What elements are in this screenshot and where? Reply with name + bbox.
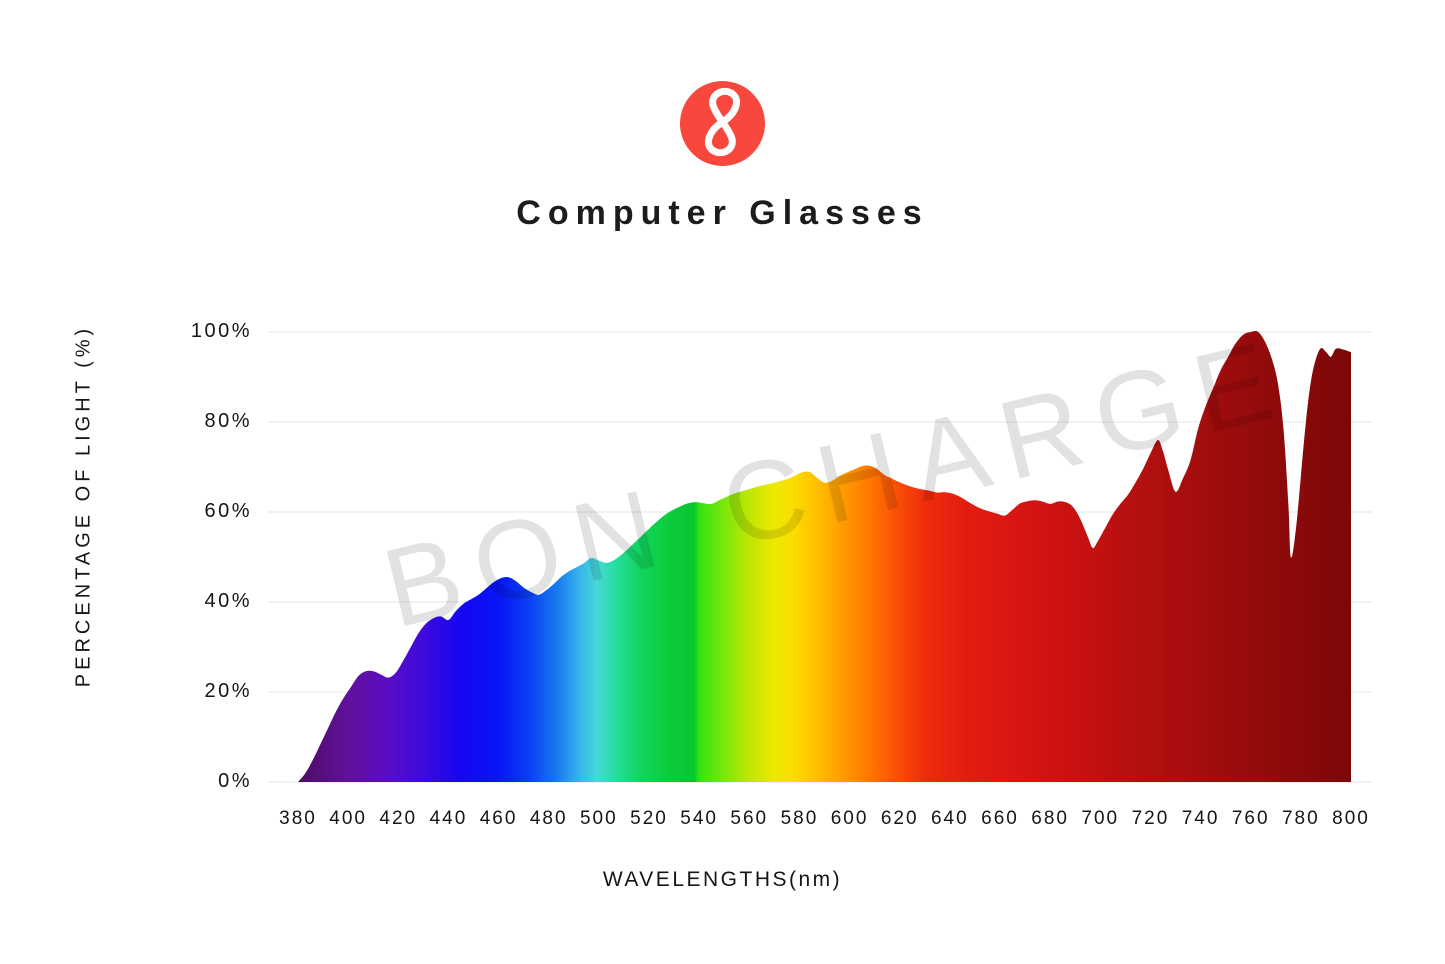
x-tick-label: 540 — [680, 808, 718, 829]
y-tick-label: 80% — [204, 410, 252, 432]
x-tick-label: 780 — [1281, 808, 1320, 829]
boncharge-figure8-icon — [705, 87, 740, 157]
x-tick-label: 620 — [880, 808, 919, 829]
x-tick-label: 580 — [780, 808, 819, 829]
spectrum-area-fill — [298, 331, 1351, 782]
x-tick-label: 500 — [579, 808, 618, 829]
x-tick-label: 760 — [1231, 808, 1270, 829]
y-tick-label: 0% — [218, 770, 252, 792]
brand-logo — [680, 81, 765, 166]
x-tick-label: 440 — [429, 808, 468, 829]
y-tick-label: 60% — [204, 500, 252, 522]
x-tick-label: 700 — [1081, 808, 1120, 829]
x-tick-label: 380 — [279, 808, 317, 829]
x-tick-label: 420 — [379, 808, 418, 829]
y-axis-title: PERCENTAGE OF LIGHT (%) — [72, 324, 95, 688]
y-tick-label: 40% — [204, 590, 252, 612]
x-tick-label: 740 — [1181, 808, 1220, 829]
x-tick-label: 560 — [730, 808, 769, 829]
x-tick-label: 800 — [1332, 808, 1370, 829]
x-tick-label: 720 — [1131, 808, 1170, 829]
x-tick-label: 640 — [930, 808, 969, 829]
page-title: Computer Glasses — [516, 194, 929, 232]
x-tick-label: 480 — [529, 808, 568, 829]
y-tick-label: 20% — [204, 680, 252, 702]
x-tick-label: 460 — [479, 808, 518, 829]
x-tick-label: 400 — [329, 808, 367, 829]
x-tick-label: 600 — [830, 808, 869, 829]
x-tick-label: 660 — [981, 808, 1019, 829]
y-tick-label: 100% — [190, 320, 252, 342]
x-tick-label: 680 — [1031, 808, 1069, 829]
x-axis-title: WAVELENGTHS(nm) — [602, 868, 843, 891]
x-tick-label: 520 — [630, 808, 668, 829]
